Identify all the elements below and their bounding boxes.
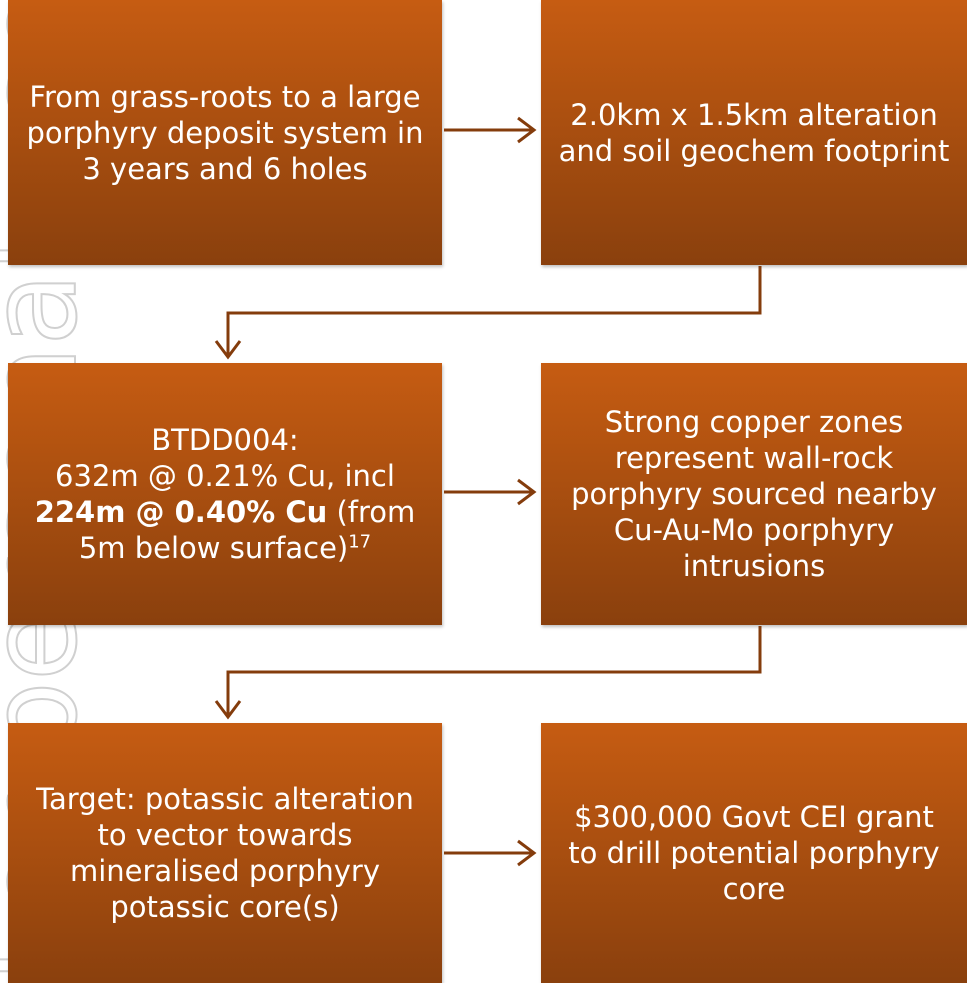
box: Strong copper zones represent wall-rock … bbox=[541, 363, 967, 625]
box: $300,000 Govt CEI grant to drill potenti… bbox=[541, 723, 967, 983]
superscript: 17 bbox=[348, 531, 372, 553]
text: 632m @ 0.21% Cu, incl bbox=[55, 459, 395, 493]
arrow bbox=[444, 116, 537, 144]
box-text: Strong copper zones represent wall-rock … bbox=[571, 405, 937, 583]
arrow bbox=[444, 478, 537, 506]
arrow bbox=[444, 839, 537, 867]
text: BTDD004: bbox=[151, 423, 299, 457]
box-text: BTDD004: 632m @ 0.21% Cu, incl 224m @ 0.… bbox=[35, 422, 416, 566]
box: Target: potassic alteration to vector to… bbox=[8, 723, 442, 983]
box-text: $300,000 Govt CEI grant to drill potenti… bbox=[568, 800, 940, 906]
text: 5m below surface) bbox=[78, 531, 349, 565]
box: From grass-roots to a large porphyry dep… bbox=[8, 0, 442, 265]
arrow bbox=[214, 266, 762, 360]
text: (from bbox=[327, 495, 416, 529]
bold-text: 224m @ 0.40% Cu bbox=[34, 495, 328, 529]
box-text: 2.0km x 1.5km alteration and soil geoche… bbox=[558, 97, 950, 168]
box-text: Target: potassic alteration to vector to… bbox=[36, 782, 414, 924]
box: 2.0km x 1.5km alteration and soil geoche… bbox=[541, 0, 967, 265]
box-text: From grass-roots to a large porphyry dep… bbox=[26, 79, 424, 186]
arrow bbox=[214, 626, 762, 720]
box: BTDD004: 632m @ 0.21% Cu, incl 224m @ 0.… bbox=[8, 363, 442, 625]
